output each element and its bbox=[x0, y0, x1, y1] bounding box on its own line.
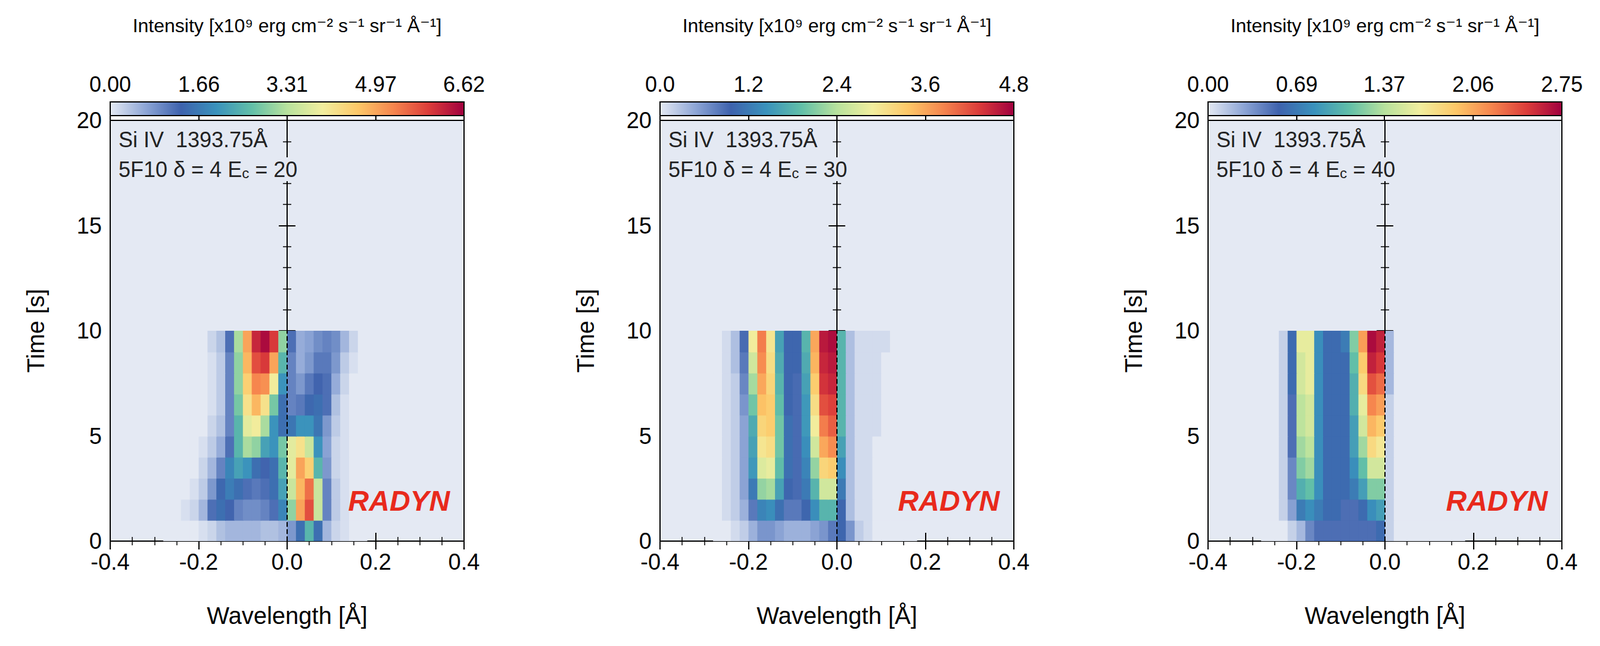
svg-text:Wavelength [Å]: Wavelength [Å] bbox=[756, 602, 918, 629]
svg-text:Time [s]: Time [s] bbox=[22, 288, 49, 373]
svg-text:0.4: 0.4 bbox=[998, 549, 1030, 575]
svg-text:1.66: 1.66 bbox=[178, 72, 220, 97]
svg-text:-0.4: -0.4 bbox=[640, 549, 680, 575]
svg-text:Intensity [x10⁹ erg cm⁻² s⁻¹ s: Intensity [x10⁹ erg cm⁻² s⁻¹ sr⁻¹ Å⁻¹] bbox=[682, 14, 992, 37]
svg-text:2.4: 2.4 bbox=[822, 72, 852, 97]
svg-text:4.97: 4.97 bbox=[355, 72, 397, 97]
svg-text:Wavelength [Å]: Wavelength [Å] bbox=[1304, 602, 1466, 629]
svg-text:Si IV 1393.75Å: Si IV 1393.75Å bbox=[668, 127, 818, 152]
svg-text:-0.2: -0.2 bbox=[729, 549, 768, 575]
svg-text:20: 20 bbox=[626, 107, 652, 133]
svg-text:= 40: = 40 bbox=[1346, 157, 1396, 182]
svg-text:RADYN: RADYN bbox=[898, 484, 1001, 517]
svg-text:-0.2: -0.2 bbox=[179, 549, 219, 575]
svg-text:0: 0 bbox=[89, 528, 102, 554]
svg-text:0: 0 bbox=[639, 528, 652, 554]
svg-text:0.0: 0.0 bbox=[645, 72, 675, 97]
svg-text:10: 10 bbox=[626, 318, 652, 344]
svg-text:2.75: 2.75 bbox=[1541, 72, 1583, 97]
svg-text:Si IV 1393.75Å: Si IV 1393.75Å bbox=[118, 127, 268, 152]
svg-text:0.2: 0.2 bbox=[359, 549, 392, 575]
svg-text:0: 0 bbox=[1187, 528, 1200, 554]
svg-text:15: 15 bbox=[1174, 213, 1200, 239]
svg-text:0.0: 0.0 bbox=[271, 549, 304, 575]
svg-text:= 20: = 20 bbox=[248, 157, 298, 182]
svg-text:-0.2: -0.2 bbox=[1277, 549, 1316, 575]
svg-text:Si IV 1393.75Å: Si IV 1393.75Å bbox=[1216, 127, 1366, 152]
svg-text:RADYN: RADYN bbox=[1446, 484, 1549, 517]
svg-text:10: 10 bbox=[76, 318, 102, 344]
svg-text:RADYN: RADYN bbox=[348, 484, 451, 517]
svg-text:0.69: 0.69 bbox=[1275, 72, 1318, 97]
svg-text:c: c bbox=[791, 165, 799, 182]
svg-text:20: 20 bbox=[1174, 107, 1200, 133]
svg-text:1.37: 1.37 bbox=[1363, 72, 1406, 97]
svg-text:20: 20 bbox=[76, 107, 102, 133]
svg-text:0.0: 0.0 bbox=[821, 549, 854, 575]
svg-text:0.00: 0.00 bbox=[1187, 72, 1229, 97]
svg-text:0.2: 0.2 bbox=[909, 549, 942, 575]
svg-text:6.62: 6.62 bbox=[443, 72, 485, 97]
svg-text:Wavelength [Å]: Wavelength [Å] bbox=[206, 602, 368, 629]
svg-text:Time [s]: Time [s] bbox=[572, 288, 599, 373]
svg-text:-0.4: -0.4 bbox=[90, 549, 130, 575]
svg-text:5F10 δ = 4 E: 5F10 δ = 4 E bbox=[118, 157, 242, 182]
svg-text:2.06: 2.06 bbox=[1452, 72, 1494, 97]
svg-text:15: 15 bbox=[76, 213, 102, 239]
svg-text:5: 5 bbox=[89, 423, 102, 449]
svg-text:5: 5 bbox=[1187, 423, 1200, 449]
svg-text:0.2: 0.2 bbox=[1457, 549, 1490, 575]
svg-text:5: 5 bbox=[639, 423, 652, 449]
svg-text:3.6: 3.6 bbox=[910, 72, 940, 97]
svg-text:4.8: 4.8 bbox=[998, 72, 1029, 97]
svg-text:c: c bbox=[1339, 165, 1347, 182]
svg-text:0.0: 0.0 bbox=[1369, 549, 1402, 575]
svg-text:-0.4: -0.4 bbox=[1188, 549, 1228, 575]
svg-text:= 30: = 30 bbox=[798, 157, 848, 182]
svg-text:0.4: 0.4 bbox=[1546, 549, 1578, 575]
svg-text:1.2: 1.2 bbox=[733, 72, 764, 97]
svg-text:5F10 δ = 4 E: 5F10 δ = 4 E bbox=[668, 157, 792, 182]
svg-text:5F10 δ = 4 E: 5F10 δ = 4 E bbox=[1216, 157, 1340, 182]
svg-text:c: c bbox=[241, 165, 249, 182]
svg-text:3.31: 3.31 bbox=[266, 72, 308, 97]
svg-text:Intensity [x10⁹ erg cm⁻² s⁻¹ s: Intensity [x10⁹ erg cm⁻² s⁻¹ sr⁻¹ Å⁻¹] bbox=[1230, 14, 1540, 37]
svg-text:0.00: 0.00 bbox=[89, 72, 132, 97]
svg-text:10: 10 bbox=[1174, 318, 1200, 344]
svg-text:15: 15 bbox=[626, 213, 652, 239]
svg-text:Intensity [x10⁹ erg cm⁻² s⁻¹ s: Intensity [x10⁹ erg cm⁻² s⁻¹ sr⁻¹ Å⁻¹] bbox=[132, 14, 442, 37]
svg-text:0.4: 0.4 bbox=[448, 549, 481, 575]
svg-text:Time [s]: Time [s] bbox=[1120, 288, 1147, 373]
